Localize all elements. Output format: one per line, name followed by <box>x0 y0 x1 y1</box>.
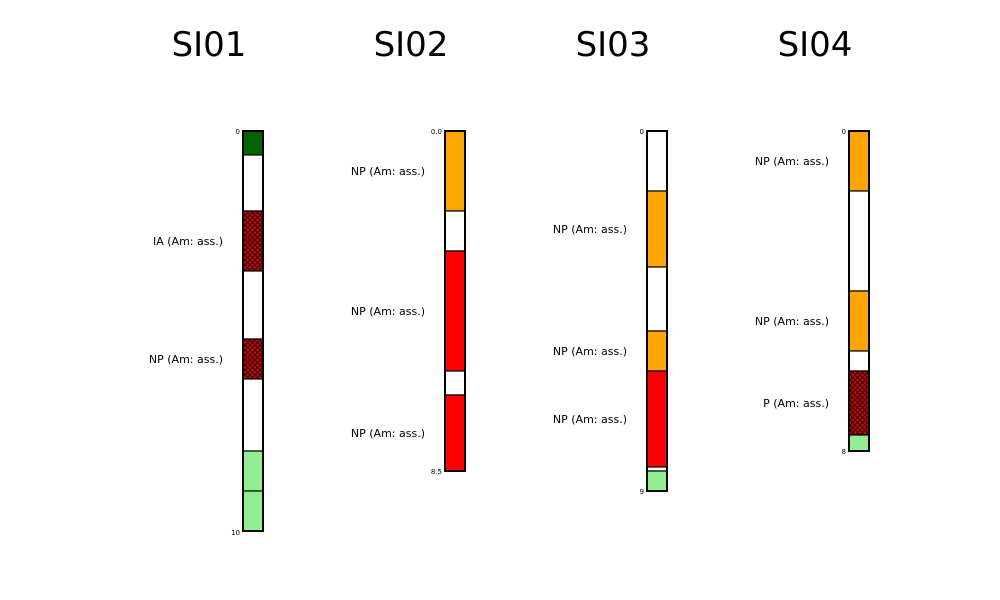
layer-label: NP (Am: ass.) <box>755 315 829 328</box>
depth-tick-labels: 0 10 0.0 8.5 0 9 0 8 <box>231 128 846 537</box>
layer-red <box>646 370 668 468</box>
depth-bottom-si04: 8 <box>842 448 846 456</box>
layer-hatched-red <box>848 370 870 436</box>
log-column-border <box>444 130 466 472</box>
layer-label: NP (Am: ass.) <box>351 165 425 178</box>
layer-orange <box>848 290 870 352</box>
layer-white <box>646 266 668 332</box>
layer-label: P (Am: ass.) <box>763 397 829 410</box>
log-title-si04: SI04 <box>778 25 853 65</box>
log-column-si01: IA (Am: ass.) NP (Am: ass.) <box>149 130 264 532</box>
layer-red <box>444 394 466 472</box>
layer-hatched-red <box>242 338 264 380</box>
layer-light-green <box>848 434 870 452</box>
layer-orange <box>646 190 668 268</box>
log-column-border <box>646 130 668 492</box>
layer-label: NP (Am: ass.) <box>553 345 627 358</box>
layer-white <box>848 190 870 292</box>
layer-label: NP (Am: ass.) <box>755 155 829 168</box>
layer-white <box>242 154 264 212</box>
layer-label: NP (Am: ass.) <box>149 353 223 366</box>
layer-label: NP (Am: ass.) <box>553 223 627 236</box>
depth-top-si01: 0 <box>236 128 240 136</box>
layer-label: NP (Am: ass.) <box>351 305 425 318</box>
depth-top-si03: 0 <box>640 128 644 136</box>
layer-dark-green <box>242 130 264 156</box>
log-column-si02: NP (Am: ass.) NP (Am: ass.) NP (Am: ass.) <box>351 130 466 472</box>
layer-white <box>646 130 668 192</box>
layer-label: NP (Am: ass.) <box>351 427 425 440</box>
depth-bottom-si02: 8.5 <box>431 468 442 476</box>
layer-white <box>646 466 668 472</box>
layer-white <box>444 370 466 396</box>
layer-light-green <box>242 490 264 532</box>
log-column-border <box>242 130 264 532</box>
log-column-border <box>848 130 870 452</box>
layer-label: IA (Am: ass.) <box>153 235 223 248</box>
layer-white <box>444 210 466 252</box>
layer-white <box>848 350 870 372</box>
log-title-si03: SI03 <box>576 25 651 65</box>
layer-label: NP (Am: ass.) <box>553 413 627 426</box>
log-titles: SI01 SI02 SI03 SI04 <box>172 25 853 65</box>
depth-top-si02: 0.0 <box>431 128 442 136</box>
layer-light-green <box>242 450 264 492</box>
layer-orange <box>848 130 870 192</box>
log-column-si04: NP (Am: ass.) NP (Am: ass.) P (Am: ass.) <box>755 130 870 452</box>
layer-hatched-red <box>242 210 264 272</box>
layer-orange <box>444 130 466 212</box>
log-title-si02: SI02 <box>374 25 449 65</box>
layer-red <box>444 250 466 372</box>
log-title-si01: SI01 <box>172 25 247 65</box>
layer-light-green <box>646 470 668 492</box>
layer-white <box>242 378 264 452</box>
depth-top-si04: 0 <box>842 128 846 136</box>
depth-bottom-si03: 9 <box>640 488 644 496</box>
layer-orange <box>646 330 668 372</box>
depth-bottom-si01: 10 <box>231 529 240 537</box>
log-columns: IA (Am: ass.)NP (Am: ass.)NP (Am: ass.)N… <box>149 130 870 532</box>
layer-white <box>242 270 264 340</box>
log-column-si03: NP (Am: ass.) NP (Am: ass.) NP (Am: ass.) <box>553 130 668 492</box>
